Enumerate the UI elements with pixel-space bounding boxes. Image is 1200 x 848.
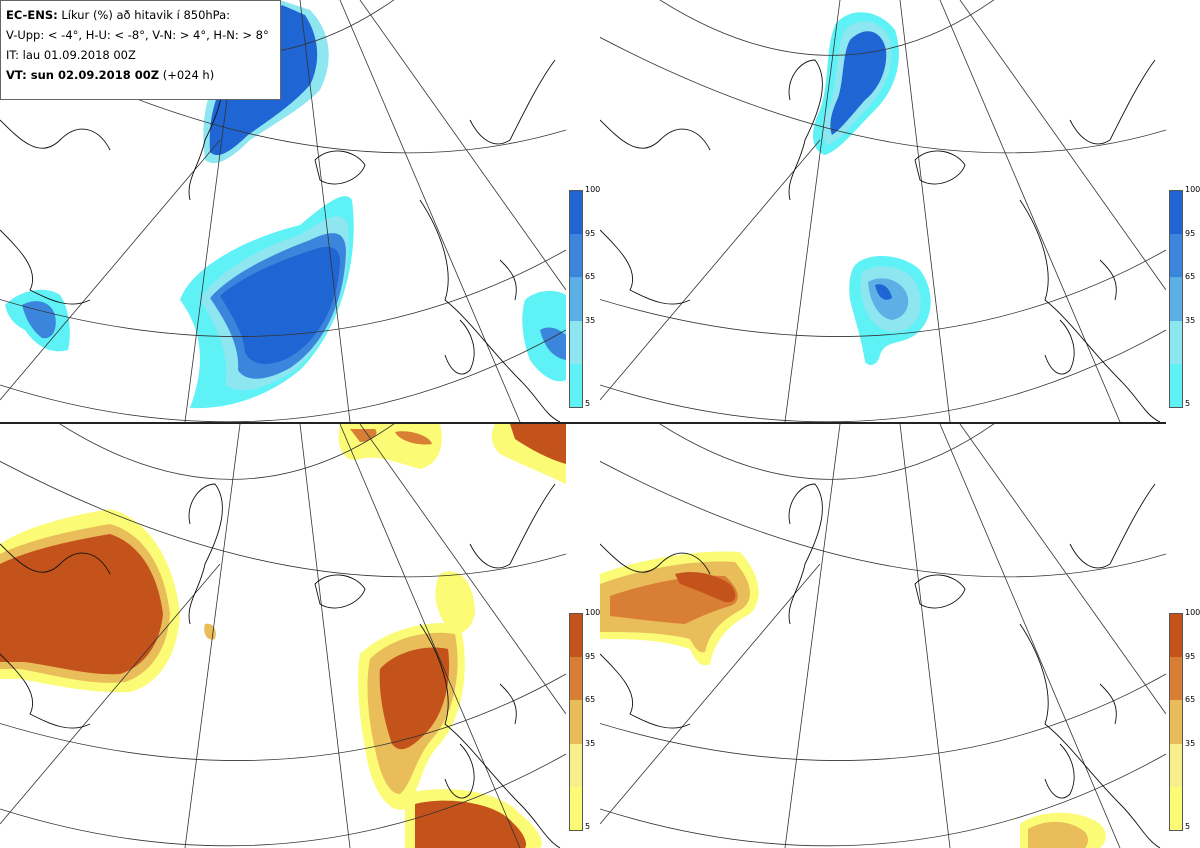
probability-description: Líkur (%) að hitavik í 850hPa: xyxy=(61,8,231,22)
colorbar-cold-right: 100 95 65 35 5 xyxy=(1169,186,1200,408)
colorbar-tick-label: 95 xyxy=(585,228,596,238)
coastlines xyxy=(0,59,561,422)
colorbar-tick-label: 65 xyxy=(1185,272,1196,282)
colorbar-frame xyxy=(1169,190,1183,408)
cold-anomaly-shading xyxy=(5,0,566,409)
vn-map-svg xyxy=(0,424,566,848)
colorbar-warm-right: 100 95 65 35 5 xyxy=(1169,609,1200,831)
colorbar-segment xyxy=(569,320,583,365)
colorbar-segment xyxy=(569,743,583,788)
coastlines xyxy=(600,483,1161,848)
colorbar-segment xyxy=(569,656,583,701)
colorbar-tick-label: 95 xyxy=(1185,228,1196,238)
colorbar-tick-label: 95 xyxy=(1185,651,1196,661)
colorbar-frame xyxy=(569,613,583,831)
horizontal-separator xyxy=(0,422,1166,424)
lat-lon-grid xyxy=(600,0,1166,422)
warm-anomaly-shading xyxy=(0,424,566,848)
colorbar-segment xyxy=(569,233,583,278)
colorbar-segment xyxy=(1169,743,1183,788)
colorbar-segment xyxy=(1169,613,1183,657)
map-panel-vn xyxy=(0,424,566,848)
colorbar-segment xyxy=(1169,364,1183,408)
colorbar-tick-label: 65 xyxy=(1185,695,1196,705)
colorbar-tick-label: 100 xyxy=(1185,608,1200,617)
lat-lon-grid xyxy=(600,424,1166,848)
colorbar-tick-label: 100 xyxy=(585,185,601,194)
colorbar-tick-label: 95 xyxy=(585,651,596,661)
colorbar-tick-label: 5 xyxy=(585,399,591,408)
colorbar-tick-label: 35 xyxy=(1185,738,1196,748)
colorbar-segment xyxy=(1169,700,1183,744)
colorbar-warm-left: 100 95 65 35 5 xyxy=(569,609,600,831)
colorbar-segment xyxy=(1169,190,1183,234)
colorbar-segment xyxy=(569,277,583,321)
initial-time: IT: lau 01.09.2018 00Z xyxy=(6,48,136,62)
colorbar-tick-label: 65 xyxy=(585,695,596,705)
colorbar-segment xyxy=(569,190,583,234)
map-panel-vupp xyxy=(0,0,566,422)
valid-time: VT: sun 02.09.2018 00Z xyxy=(6,68,160,82)
warm-anomaly-shading xyxy=(600,551,1106,848)
lead-time: (+024 h) xyxy=(162,68,215,82)
forecast-info-box: EC-ENS: Líkur (%) að hitavik í 850hPa: V… xyxy=(0,0,281,100)
threshold-description: V-Upp: < -4°, H-U: < -8°, V-N: > 4°, H-N… xyxy=(6,28,269,42)
model-label: EC-ENS: xyxy=(6,8,58,22)
hn-map-svg xyxy=(600,424,1166,848)
cold-anomaly-shading xyxy=(813,12,931,366)
map-panel-hn xyxy=(600,424,1166,848)
colorbar-tick-label: 35 xyxy=(585,315,596,325)
colorbar-segment xyxy=(1169,320,1183,365)
coastlines xyxy=(600,59,1161,422)
colorbar-segment xyxy=(569,613,583,657)
coastlines xyxy=(0,483,561,848)
vupp-map-svg xyxy=(0,0,566,422)
colorbar-tick-label: 35 xyxy=(1185,315,1196,325)
colorbar-frame xyxy=(1169,613,1183,831)
colorbar-tick-label: 5 xyxy=(1185,822,1191,831)
colorbar-tick-label: 65 xyxy=(585,272,596,282)
colorbar-segment xyxy=(1169,277,1183,321)
colorbar-cold-left: 100 95 65 35 5 xyxy=(569,186,600,408)
colorbar-segment xyxy=(1169,787,1183,831)
colorbar-segment xyxy=(569,700,583,744)
colorbar-tick-label: 100 xyxy=(585,608,601,617)
colorbar-tick-label: 5 xyxy=(1185,399,1191,408)
colorbar-segment xyxy=(569,787,583,831)
lat-lon-grid xyxy=(0,424,566,848)
colorbar-segment xyxy=(1169,656,1183,701)
map-panel-hu xyxy=(600,0,1166,422)
colorbar-tick-label: 5 xyxy=(585,822,591,831)
hu-map-svg xyxy=(600,0,1166,422)
colorbar-frame xyxy=(569,190,583,408)
colorbar-tick-label: 100 xyxy=(1185,185,1200,194)
colorbar-segment xyxy=(1169,233,1183,278)
colorbar-tick-label: 35 xyxy=(585,738,596,748)
colorbar-segment xyxy=(569,364,583,408)
